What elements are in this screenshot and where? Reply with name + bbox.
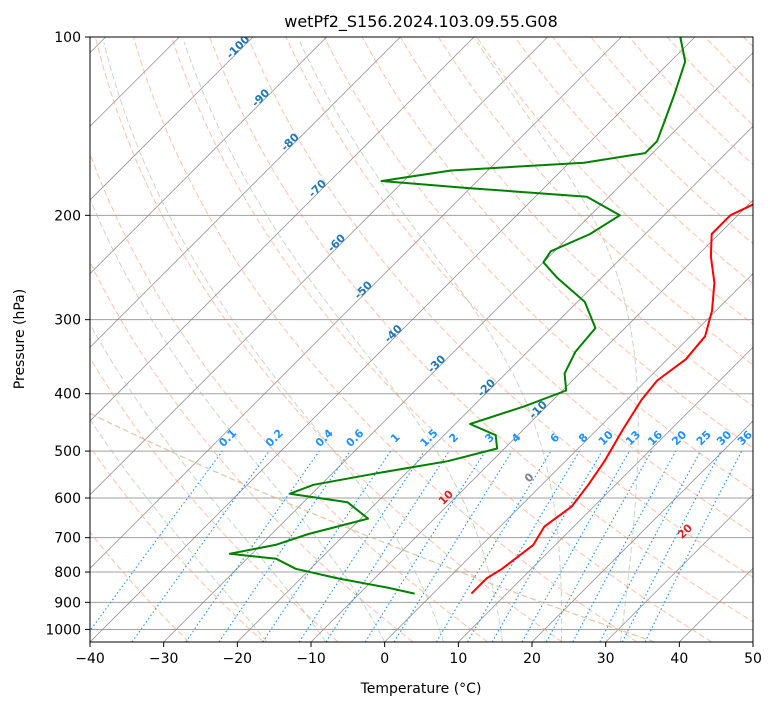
chart-title: wetPf2_S156.2024.103.09.55.G08	[284, 12, 558, 32]
y-tick-label: 800	[54, 565, 81, 581]
y-tick-label: 200	[54, 208, 81, 224]
mixing-ratio-line	[644, 450, 743, 642]
y-tick-label: 900	[54, 595, 81, 611]
moist-adiabat	[103, 41, 445, 642]
dry-adiabat	[132, 37, 638, 642]
isotherm-gridline	[458, 346, 753, 642]
dry-adiabat	[90, 260, 414, 642]
x-tick-label: 10	[449, 651, 467, 667]
isotherm-gridline	[90, 37, 254, 201]
x-tick-label: 50	[744, 651, 762, 667]
moist-adiabat	[90, 418, 268, 642]
x-tick-label: −20	[223, 651, 253, 667]
x-tick-label: 40	[670, 651, 688, 667]
mixing-ratio-line	[325, 450, 450, 642]
mixing-ratio-line	[572, 450, 677, 642]
y-tick-label: 500	[54, 444, 81, 460]
y-tick-label: 400	[54, 387, 81, 403]
dry-adiabat	[361, 37, 753, 449]
y-tick-label: 300	[54, 313, 81, 329]
mixing-ratio-line	[521, 450, 630, 642]
dry-adiabat	[90, 531, 190, 642]
isotherm-gridline	[90, 37, 401, 348]
y-axis-title: Pressure (hPa)	[12, 289, 28, 389]
background-lines	[90, 37, 753, 642]
dry-adiabat	[94, 37, 563, 642]
dry-adiabat	[514, 37, 753, 285]
x-axis: −40 −30 −20 −10 0 10 20 30 40 50	[75, 642, 762, 667]
mixing-ratio-line	[90, 450, 223, 632]
moist-adiabat	[183, 41, 503, 642]
mixing-ratio-line	[393, 450, 513, 642]
y-tick-label: 100	[54, 30, 81, 46]
dry-adiabat	[209, 37, 753, 623]
mixing-ratio-line	[545, 450, 653, 642]
reference-curve	[90, 412, 655, 642]
y-tick-label: 1000	[45, 622, 81, 638]
isotherm-gridline	[90, 37, 548, 496]
plot-area: -100-90-80-70-60-50-40-30-20-100.1 0.2 0.4…	[90, 37, 753, 642]
dry-adiabat	[437, 37, 753, 366]
isotherm-gridline	[90, 37, 696, 642]
isotherm-gridline	[384, 273, 753, 642]
dewpoint-profile-line	[228, 37, 687, 595]
isotherm-gridline	[90, 37, 475, 422]
mixing-ratio-line	[218, 450, 351, 642]
moist-adiabat	[90, 197, 386, 642]
isotherm-gridline	[605, 494, 753, 642]
isotherm-gridline	[531, 420, 753, 642]
isotherm-gridline	[163, 52, 753, 642]
x-tick-label: 30	[597, 651, 615, 667]
moist-adiabat	[299, 41, 563, 642]
mixing-ratio-line	[131, 450, 270, 642]
y-tick-label: 600	[54, 491, 81, 507]
dry-adiabat	[247, 37, 753, 578]
dry-adiabat	[399, 37, 753, 407]
moist-adiabat	[476, 41, 639, 642]
y-tick-label: 700	[54, 531, 81, 547]
isotherm-gridline	[90, 37, 327, 275]
x-tick-label: 20	[523, 651, 541, 667]
x-axis-title: Temperature (°C)	[360, 681, 482, 697]
dry-adiabat	[90, 446, 264, 642]
series-layer	[228, 37, 753, 595]
x-tick-label: −40	[75, 651, 105, 667]
mixing-ratio-line	[262, 450, 392, 642]
x-tick-label: −10	[296, 651, 326, 667]
dry-adiabat	[285, 37, 753, 535]
temperature-profile-line	[470, 203, 753, 595]
mixing-ratio-line	[185, 450, 320, 642]
isotherm-gridline	[90, 37, 622, 569]
x-tick-label: −30	[149, 651, 179, 667]
mixing-ratio-line	[298, 450, 425, 642]
isotherm-gridline	[237, 125, 753, 642]
dry-adiabat	[171, 37, 712, 642]
plot-frame	[89, 36, 754, 643]
x-tick-label: 0	[380, 651, 389, 667]
dry-adiabat	[90, 356, 339, 642]
y-axis: 100 200 300 400 500 600 700 800 900 1000	[45, 30, 90, 638]
